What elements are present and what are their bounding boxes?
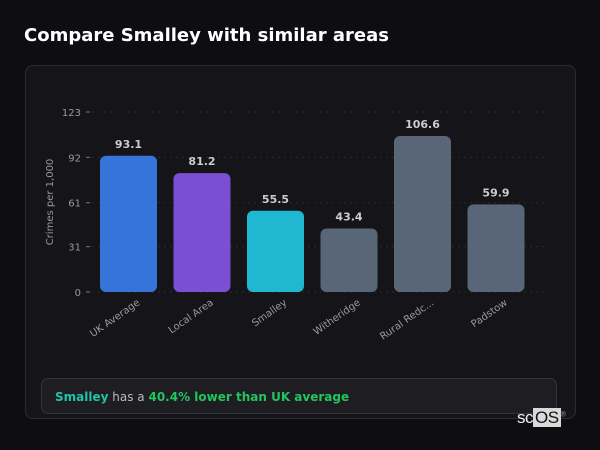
page-title: Compare Smalley with similar areas xyxy=(24,25,389,46)
y-tick-label: 31 xyxy=(68,243,81,254)
x-tick-label: UK Average xyxy=(88,297,142,339)
y-tick-label: 0 xyxy=(75,288,81,299)
y-tick-label: 123 xyxy=(62,108,81,119)
bar xyxy=(247,210,304,292)
bar-value-label: 55.5 xyxy=(262,193,289,206)
x-tick-label: Local Area xyxy=(167,297,216,336)
bar-value-label: 81.2 xyxy=(188,155,215,168)
bar-value-label: 93.1 xyxy=(115,138,142,151)
scos-logo: sc OS ® xyxy=(517,408,566,428)
bar-value-label: 43.4 xyxy=(335,210,362,223)
x-tick-label: Smalley xyxy=(250,297,289,329)
bar xyxy=(100,155,157,292)
logo-text: sc xyxy=(517,408,534,427)
bar xyxy=(320,228,378,292)
insight-area: Smalley xyxy=(55,390,109,404)
x-tick-label: Padstow xyxy=(469,297,509,330)
insight-box: Smalley has a 40.4% lower than UK averag… xyxy=(41,378,557,414)
x-tick-label: Rural Redc... xyxy=(378,297,436,342)
bar xyxy=(467,204,525,292)
insight-middle: has a xyxy=(112,390,145,404)
bar xyxy=(173,173,231,292)
bar-value-label: 106.6 xyxy=(405,118,440,131)
y-tick-label: 61 xyxy=(68,199,81,210)
logo-mark: ® xyxy=(560,411,566,419)
insight-result: 40.4% lower than UK average xyxy=(148,390,350,404)
y-tick-label: 92 xyxy=(68,153,81,164)
bar-value-label: 59.9 xyxy=(482,186,509,199)
x-tick-label: Witheridge xyxy=(312,297,363,337)
logo-text-box: OS xyxy=(533,408,561,427)
bar xyxy=(394,136,451,292)
y-axis-label: Crimes per 1,000 xyxy=(45,159,56,246)
chart-card: 0 31 61 92 123 Crimes per 1,000 93.1 UK Average… xyxy=(25,65,576,419)
bar-chart: 0 31 61 92 123 Crimes per 1,000 93.1 UK Average… xyxy=(45,108,546,343)
